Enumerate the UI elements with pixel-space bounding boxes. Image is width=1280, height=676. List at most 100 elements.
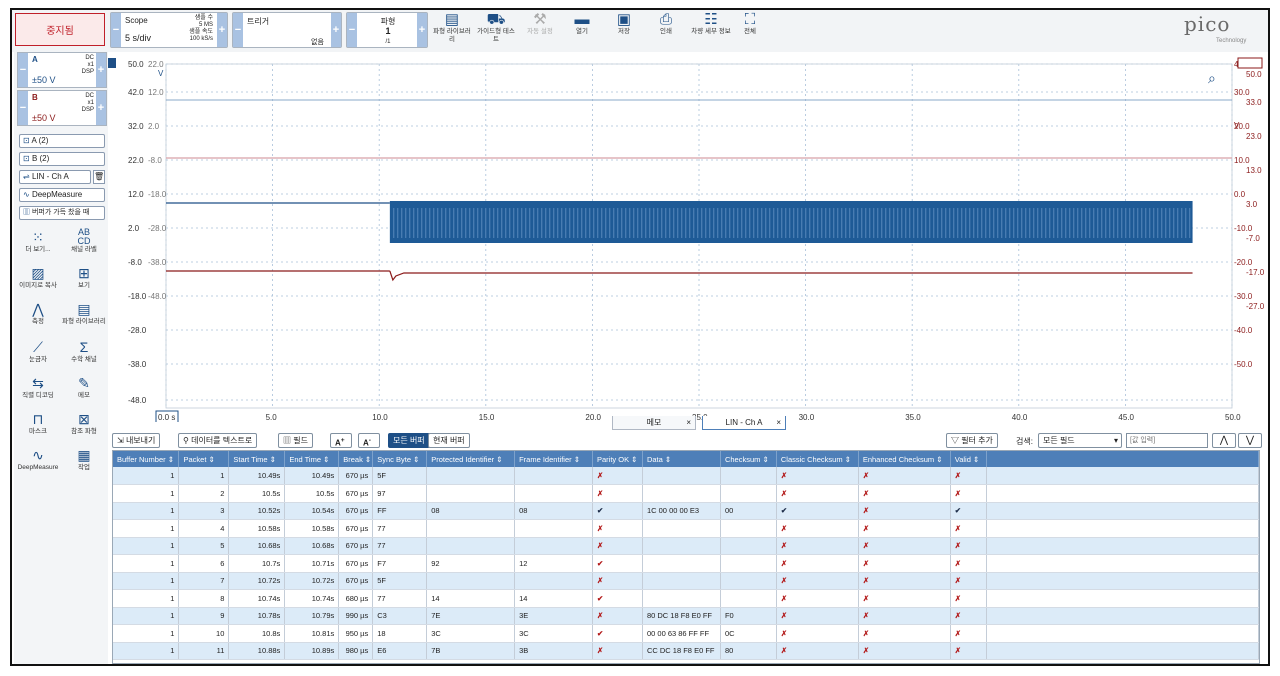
column-header[interactable]: Packet ⇕ [178,451,230,467]
channel-a-range[interactable]: ±50 V [32,75,56,85]
lin-decode-button[interactable]: ⇌ LIN - Ch A [19,170,91,184]
add-filter-button[interactable]: ▽ 필터 추가 [946,433,998,448]
waveform-library-side-button[interactable]: ▤ 파형 라이브러리 [62,301,106,325]
buffer-full-button[interactable]: ▥ 버퍼가 가득 찼을 때 [19,206,105,220]
auto-setup-button[interactable]: ⚒ 자동 설정 [520,12,560,36]
trash-icon[interactable]: 🗑 [93,170,105,184]
table-row[interactable]: 1 6 10.7s 10.71s 670 µs F7 92 12 ✔ ✗ ✗ ✗ [113,554,1259,573]
font-increase-button[interactable]: A+ [330,433,352,448]
print-button[interactable]: ⎙ 인쇄 [646,12,686,36]
waveform-number[interactable]: 1 [385,26,391,36]
measurements-button[interactable]: ⋀ 측정 [16,300,60,326]
channel-b-range[interactable]: ±50 V [32,113,56,123]
column-header[interactable]: Protected Identifier ⇕ [426,451,516,467]
column-header[interactable]: Parity OK ⇕ [592,451,643,467]
stop-button[interactable]: 중지됨 [15,13,105,46]
table-row[interactable]: 1 3 10.52s 10.54s 670 µs FF 08 08 ✔ 1C 00 00 00 E… [113,502,1259,520]
waveform-next-button[interactable]: + [417,13,427,47]
scope-plot[interactable]: 50.0 42.0 32.0 22.0 12.0 2.0 -8.0 -18.0 -28.0 -38… [108,52,1268,424]
search-input[interactable] [1126,433,1208,448]
channel-a-settings[interactable]: DC x1 DSP [81,55,94,75]
waveform-prev-button[interactable]: − [347,13,357,47]
deepmeasure-button[interactable]: ∿ DeepMeasure [17,447,59,471]
table-row[interactable]: 1 8 10.74s 10.74s 680 µs 77 14 14 ✔ ✗ ✗ ✗ [113,589,1259,608]
channel-a-control[interactable]: − A ±50 V DC x1 DSP + [17,52,107,88]
trigger-plus-button[interactable]: + [331,13,341,47]
trigger-value[interactable]: 없음 [311,39,324,46]
views-button[interactable]: ⊞ 보기 [62,264,106,290]
tab-notes[interactable]: 메모 × [612,416,696,430]
column-header[interactable]: Classic Checksum ⇕ [776,451,859,467]
column-header[interactable]: Valid ⇕ [950,451,987,467]
channel-b-settings[interactable]: DC x1 DSP [81,93,94,113]
fullscreen-button[interactable]: ⛶ 전체 [730,12,770,36]
copy-image-button[interactable]: ▨ 이미지로 복사 [16,264,60,290]
data-to-text-button[interactable]: ⚲ 데이터를 텍스트로 [178,433,258,448]
table-row[interactable]: 1 1 10.49s 10.49s 670 µs 5F ✗ ✗ ✗ ✗ [113,467,1259,485]
trigger-control[interactable]: − 트리거 없음 + [232,12,342,48]
channel-labels-button[interactable]: AB CD 채널 라벨 [62,228,106,254]
serial-decoding-button[interactable]: ⇆ 직렬 디코딩 [16,374,60,400]
table-cell: 3 [178,502,230,520]
deepmeasure-side-button[interactable]: ∿ DeepMeasure [19,188,105,202]
waveform-library-button[interactable]: ▤ 파형 라이브러리 [433,11,471,44]
channel-b-plus-button[interactable]: + [96,91,106,125]
column-header[interactable]: Start Time ⇕ [228,451,286,467]
waveform-chart[interactable]: 50.0 42.0 32.0 22.0 12.0 2.0 -8.0 -18.0 -28.0 -38… [108,52,1268,424]
ref-a-button[interactable]: ⊡ A (2) [19,134,105,148]
timebase-value[interactable]: 5 s/div [125,33,152,43]
column-header[interactable]: Data ⇕ [642,451,721,467]
column-header[interactable]: Checksum ⇕ [720,451,777,467]
table-row[interactable]: 1 10 10.8s 10.81s 950 µs 18 3C 3C ✔ 00 00 63 86 F… [113,624,1259,643]
rulers-button[interactable]: ⟋ 눈금자 [16,338,60,364]
table-cell [514,537,593,555]
table-row[interactable]: 1 5 10.68s 10.68s 670 µs 77 ✗ ✗ ✗ ✗ [113,537,1259,555]
column-header[interactable]: Sync Byte ⇕ [372,451,428,467]
column-header[interactable]: Break ⇕ [338,451,374,467]
save-button[interactable]: ▣ 저장 [604,12,644,36]
table-row[interactable]: 1 11 10.88s 10.89s 980 µs E6 7B 3B ✗ CC DC 18 F8 … [113,642,1259,660]
export-button[interactable]: ⇲ 내보내기 [112,433,161,448]
font-decrease-button[interactable]: A- [358,433,380,448]
column-header[interactable]: Frame Identifier ⇕ [514,451,593,467]
channel-b-control[interactable]: − B ±50 V DC x1 DSP + [17,90,107,126]
reference-waveforms-button[interactable]: ⊠ 참조 파형 [62,410,106,436]
current-buffer-button[interactable]: 현재 버퍼 [428,433,470,448]
timebase-minus-button[interactable]: − [111,13,121,47]
close-icon[interactable]: × [686,418,691,427]
channel-a-plus-button[interactable]: + [96,53,106,87]
more-button[interactable]: ⁙ 더 보기... [16,228,60,254]
column-header[interactable]: Enhanced Checksum ⇕ [858,451,951,467]
decode-table[interactable]: Buffer Number ⇕ Packet ⇕ Start Time ⇕ End T… [112,450,1260,664]
open-button[interactable]: ▬ 열기 [562,12,602,36]
math-channels-button[interactable]: Σ 수학 채널 [62,338,106,364]
channel-b-minus-button[interactable]: − [18,91,28,125]
table-row[interactable]: 1 4 10.58s 10.58s 670 µs 77 ✗ ✗ ✗ ✗ [113,519,1259,538]
masks-button[interactable]: ⊓ 마스크 [16,410,60,436]
search-prev-button[interactable]: ⋀ [1212,433,1236,448]
zoom-icon[interactable]: ⌕ [1208,70,1216,86]
column-header[interactable]: Buffer Number ⇕ [113,451,180,467]
table-row[interactable]: 1 9 10.78s 10.79s 990 µs C3 7E 3E ✗ 80 DC 18 F8 E… [113,607,1259,625]
notes-button[interactable]: ✎ 메모 [62,374,106,400]
vehicle-details-button[interactable]: ☷ 차량 세부 정보 [688,12,734,36]
table-cell: ✗ [776,589,859,608]
table-row[interactable]: 1 2 10.5s 10.5s 670 µs 97 ✗ ✗ ✗ ✗ [113,484,1259,503]
waveform-control[interactable]: − 파형 1 /1 + [346,12,428,48]
search-next-button[interactable]: ⋁ [1238,433,1262,448]
actions-button[interactable]: ▦ 작업 [62,446,106,472]
fields-button[interactable]: ▥ 필드 [278,433,313,448]
all-buffers-button[interactable]: 모든 버퍼 [388,433,430,448]
ref-b-button[interactable]: ⊡ B (2) [19,152,105,166]
guided-test-button[interactable]: ⛟ 가이드형 테스트 [477,11,515,44]
column-header[interactable]: End Time ⇕ [284,451,340,467]
table-row[interactable]: 1 7 10.72s 10.72s 670 µs 5F ✗ ✗ ✗ ✗ [113,572,1259,590]
trigger-minus-button[interactable]: − [233,13,243,47]
tab-lin-ch-a[interactable]: LIN - Ch A × [702,416,786,430]
close-icon[interactable]: × [776,418,781,427]
channel-a-minus-button[interactable]: − [18,53,28,87]
search-scope-select[interactable]: 모든 필드 ▾ [1038,433,1122,448]
timebase-plus-button[interactable]: + [217,13,227,47]
